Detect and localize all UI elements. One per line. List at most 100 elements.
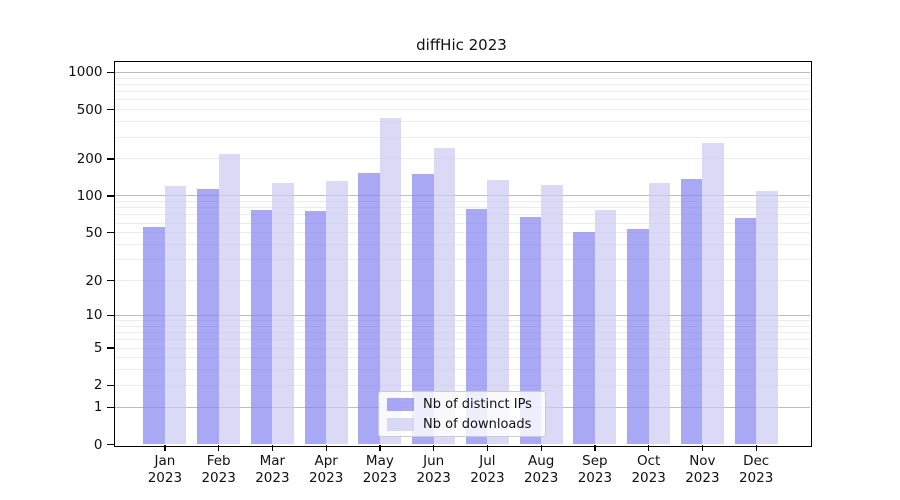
bar-distinct-ips [680, 178, 703, 445]
x-axis-tick [540, 444, 542, 451]
legend-swatch-distinct-ips [387, 397, 414, 411]
gridline-minor [113, 214, 810, 216]
bar-downloads [594, 209, 617, 445]
legend-label-downloads: Nb of downloads [423, 416, 532, 432]
bar-distinct-ips [734, 218, 757, 445]
x-axis-tick [433, 444, 435, 451]
bar-distinct-ips [197, 188, 219, 445]
gridline-minor [113, 347, 810, 349]
y-axis-tick [106, 232, 114, 234]
gridline-minor [113, 384, 810, 386]
x-axis-tick [271, 444, 274, 451]
y-tick-label: 1000 [68, 64, 103, 81]
gridline-minor [113, 83, 810, 85]
x-axis-tick [755, 444, 757, 451]
gridline-minor [113, 91, 810, 93]
y-tick-label: 5 [93, 340, 103, 356]
legend-item-distinct-ips: Nb of distinct IPs [387, 394, 537, 414]
bar-downloads [756, 191, 778, 445]
x-tick-label: Oct 2023 [631, 452, 666, 486]
gridline-minor [113, 244, 810, 245]
bar-distinct-ips [627, 228, 649, 445]
y-tick-label: 10 [85, 307, 103, 324]
x-tick-label: Apr 2023 [308, 452, 344, 486]
legend: Nb of distinct IPs Nb of downloads [378, 391, 546, 437]
bar-downloads [702, 143, 724, 445]
chart-title: diffHic 2023 [416, 36, 507, 54]
x-tick-label: Jul 2023 [470, 452, 505, 486]
gridline-minor [113, 280, 810, 282]
bar-downloads [218, 153, 241, 445]
gridline-minor [113, 339, 810, 341]
gridline-minor [113, 158, 810, 160]
x-tick-label: May 2023 [362, 452, 398, 486]
gridline-minor [113, 357, 810, 359]
bar-distinct-ips [358, 172, 380, 445]
y-tick-label: 20 [85, 272, 103, 289]
gridline-major [113, 71, 810, 73]
bar-downloads [379, 117, 402, 445]
bar-distinct-ips [412, 174, 434, 445]
bar-distinct-ips [519, 217, 542, 445]
bar-downloads [272, 182, 294, 445]
gridline-minor [113, 109, 810, 111]
x-tick-label: Nov 2023 [685, 452, 720, 486]
gridline-minor [113, 332, 810, 334]
x-axis-tick [325, 444, 327, 451]
gridline-minor [113, 222, 810, 224]
bar-distinct-ips [304, 210, 327, 445]
gridline-minor [113, 99, 810, 101]
bar-distinct-ips [573, 231, 595, 445]
gridline-minor [113, 320, 810, 321]
gridline-minor [113, 207, 810, 209]
y-axis-tick [106, 279, 114, 282]
y-tick-label: 2 [93, 377, 103, 394]
bar-downloads [541, 184, 563, 445]
gridline-minor [113, 77, 810, 79]
y-tick-label: 100 [76, 187, 103, 204]
x-tick-label: Dec 2023 [738, 452, 774, 486]
legend-item-downloads: Nb of downloads [387, 414, 537, 434]
y-tick-label: 500 [76, 101, 103, 118]
bar-distinct-ips [465, 209, 488, 445]
y-tick-label: 200 [76, 150, 103, 167]
y-tick-label: 0 [93, 436, 103, 453]
y-axis-tick [106, 347, 114, 349]
gridline-minor [113, 121, 810, 123]
y-axis-tick [106, 406, 114, 408]
bar-distinct-ips [250, 209, 273, 445]
x-axis-tick [648, 444, 650, 451]
y-tick-label: 1 [93, 399, 103, 416]
y-axis-tick [106, 384, 114, 387]
gridline-minor [113, 259, 810, 261]
y-axis-tick [106, 314, 114, 317]
bar-distinct-ips [143, 226, 165, 445]
bar-downloads [648, 182, 671, 445]
y-axis-tick [106, 158, 114, 160]
bar-downloads [487, 179, 509, 445]
y-axis-tick [106, 71, 114, 74]
x-axis-tick [486, 444, 489, 451]
x-axis-tick [164, 444, 166, 451]
y-tick-label: 50 [85, 224, 103, 241]
x-tick-label: Jun 2023 [416, 452, 451, 486]
gridline-minor [113, 232, 810, 234]
gridline-minor [113, 136, 810, 138]
x-axis-tick [701, 444, 704, 451]
x-tick-label: Feb 2023 [201, 452, 236, 486]
x-tick-label: Aug 2023 [523, 452, 559, 486]
y-axis-tick [106, 195, 114, 197]
x-axis-tick [218, 444, 220, 451]
y-axis-tick [106, 109, 114, 111]
gridline-minor [113, 201, 810, 203]
x-tick-label: Mar 2023 [255, 452, 290, 486]
x-tick-label: Jan 2023 [147, 452, 183, 486]
x-tick-label: Sep 2023 [577, 452, 613, 486]
legend-swatch-downloads [387, 417, 414, 431]
bar-downloads [326, 180, 348, 445]
gridline-major [113, 195, 810, 197]
gridline-minor [113, 369, 810, 371]
bar-downloads [164, 186, 187, 445]
x-axis-tick [379, 444, 381, 451]
